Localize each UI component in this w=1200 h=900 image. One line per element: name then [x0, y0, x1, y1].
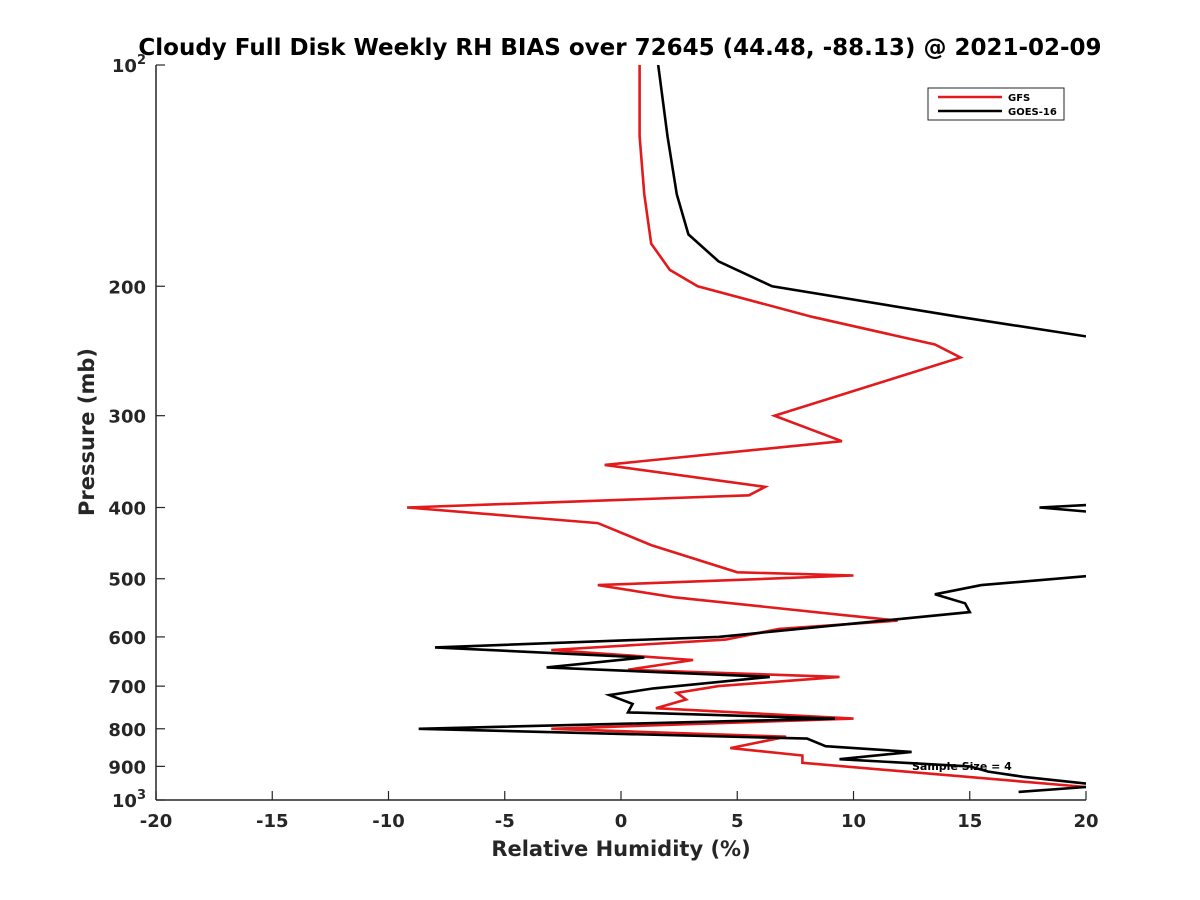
y-tick-label: 900: [108, 757, 146, 778]
x-tick-label: 0: [615, 811, 628, 832]
series-line-goes-16: [418, 574, 1086, 785]
x-tick-label: -10: [372, 811, 405, 832]
legend-box: [927, 87, 1065, 121]
series-line-goes-16: [1018, 785, 1086, 794]
series-line-gfs: [406, 65, 1086, 789]
y-tick-label: 600: [108, 628, 146, 649]
legend-label-goes-16: GOES-16: [1008, 107, 1057, 118]
x-tick-label: -5: [495, 811, 515, 832]
y-tick-label: 700: [108, 677, 146, 698]
series-line-goes-16: [656, 65, 1086, 338]
series-line-goes-16: [1039, 503, 1086, 513]
x-tick-label: 10: [841, 811, 866, 832]
y-tick-label: 103: [112, 788, 146, 812]
y-axis-label: Pressure (mb): [75, 348, 99, 516]
x-tick-label: -15: [256, 811, 289, 832]
x-tick-label: -20: [140, 811, 173, 832]
x-tick-label: 5: [731, 811, 744, 832]
axes-layer: -20 -15 -10 -5 0 5 10 15 20 102 200 300 400 500 600 700…: [108, 53, 1098, 832]
x-tick-label: 15: [957, 811, 982, 832]
y-tick-label: 102: [112, 53, 146, 77]
y-tick-label: 200: [108, 277, 146, 298]
sample-size-annotation: Sample Size = 4: [912, 760, 1012, 773]
series-layer: [406, 65, 1086, 794]
y-tick-label: 800: [108, 720, 146, 741]
x-tick-label: 20: [1073, 811, 1098, 832]
legend-label-gfs: GFS: [1008, 93, 1030, 104]
y-tick-label: 400: [108, 499, 146, 520]
y-tick-label: 500: [108, 570, 146, 591]
y-tick-label: 300: [108, 407, 146, 428]
legend: GFS GOES-16: [927, 87, 1065, 121]
chart-title: Cloudy Full Disk Weekly RH BIAS over 726…: [138, 35, 1101, 61]
x-axis-label: Relative Humidity (%): [491, 837, 750, 861]
